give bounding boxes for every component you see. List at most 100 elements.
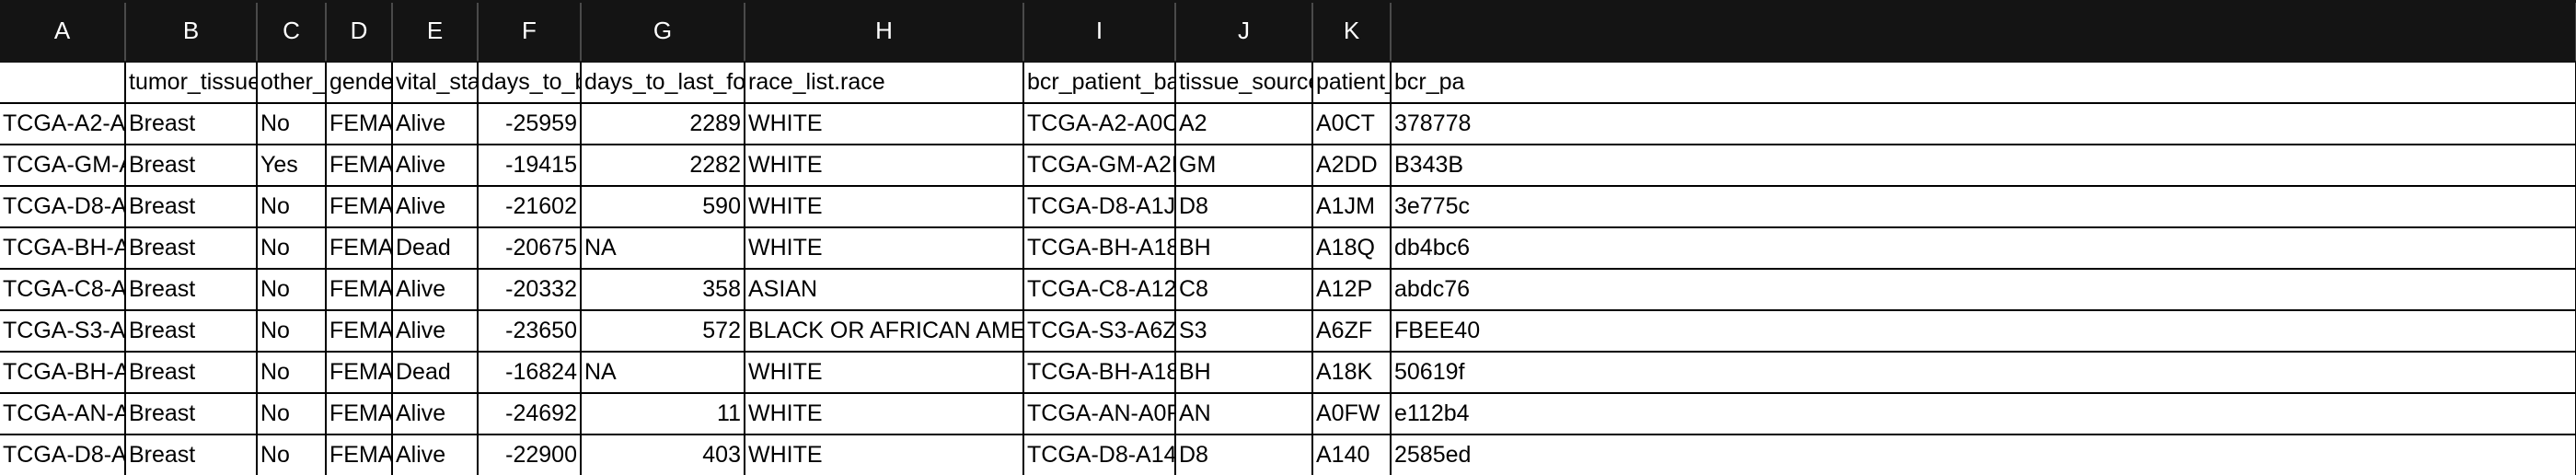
table-cell[interactable]: 590 — [581, 186, 745, 228]
table-cell[interactable]: Alive — [392, 186, 479, 228]
table-cell[interactable]: -23650 — [478, 310, 582, 353]
table-cell[interactable]: 2282 — [581, 145, 745, 187]
header-cell[interactable]: bcr_pa — [1391, 62, 2576, 104]
table-cell[interactable]: Dead — [392, 227, 479, 270]
column-header-c[interactable]: C — [257, 0, 327, 63]
table-cell[interactable]: A2DD — [1312, 145, 1392, 187]
table-cell[interactable]: TCGA-D8-A140 — [0, 434, 126, 475]
table-cell[interactable]: FEMALE — [326, 145, 393, 187]
table-cell[interactable]: FEMALE — [326, 269, 393, 311]
table-cell[interactable]: TCGA-GM-A2DD — [1023, 145, 1176, 187]
table-cell[interactable]: WHITE — [745, 145, 1024, 187]
table-cell[interactable]: TCGA-D8-A140 — [1023, 434, 1176, 475]
table-cell[interactable]: WHITE — [745, 352, 1024, 394]
table-cell[interactable]: No — [257, 352, 327, 394]
table-cell[interactable]: No — [257, 310, 327, 353]
table-cell[interactable]: TCGA-D8-A1JM — [1023, 186, 1176, 228]
table-cell[interactable]: db4bc6 — [1391, 227, 2576, 270]
table-cell[interactable]: BLACK OR AFRICAN AMERICAN — [745, 310, 1024, 353]
table-cell[interactable]: A140 — [1312, 434, 1392, 475]
table-cell[interactable]: TCGA-GM-A2DD — [0, 145, 126, 187]
table-cell[interactable]: No — [257, 269, 327, 311]
table-cell[interactable]: TCGA-C8-A12P — [1023, 269, 1176, 311]
table-cell[interactable]: WHITE — [745, 186, 1024, 228]
table-cell[interactable]: No — [257, 434, 327, 475]
table-cell[interactable]: TCGA-AN-A0FW — [1023, 393, 1176, 435]
table-cell[interactable]: No — [257, 186, 327, 228]
table-cell[interactable]: FEMALE — [326, 434, 393, 475]
table-cell[interactable]: A2 — [1175, 103, 1313, 145]
table-cell[interactable]: -22900 — [478, 434, 582, 475]
table-cell[interactable]: TCGA-C8-A12P — [0, 269, 126, 311]
table-cell[interactable]: GM — [1175, 145, 1313, 187]
table-cell[interactable]: A18K — [1312, 352, 1392, 394]
table-cell[interactable]: D8 — [1175, 434, 1313, 475]
table-cell[interactable]: Breast — [125, 393, 258, 435]
table-cell[interactable]: TCGA-BH-A18Q — [0, 227, 126, 270]
table-cell[interactable]: WHITE — [745, 434, 1024, 475]
header-cell[interactable]: other_dx — [257, 62, 327, 104]
header-cell[interactable]: race_list.race — [745, 62, 1024, 104]
header-cell[interactable]: patient_id — [1312, 62, 1392, 104]
table-cell[interactable]: No — [257, 103, 327, 145]
header-cell[interactable]: tumor_tissue_site — [125, 62, 258, 104]
table-cell[interactable]: FBEE40 — [1391, 310, 2576, 353]
column-header-i[interactable]: I — [1023, 0, 1176, 63]
table-cell[interactable]: S3 — [1175, 310, 1313, 353]
table-cell[interactable]: Alive — [392, 103, 479, 145]
table-cell[interactable]: AN — [1175, 393, 1313, 435]
column-header-b[interactable]: B — [125, 0, 258, 63]
table-cell[interactable]: FEMALE — [326, 103, 393, 145]
column-header-l[interactable] — [1391, 0, 2576, 63]
table-cell[interactable]: Breast — [125, 269, 258, 311]
table-cell[interactable]: 50619f — [1391, 352, 2576, 394]
table-cell[interactable]: C8 — [1175, 269, 1313, 311]
table-cell[interactable]: Alive — [392, 310, 479, 353]
table-cell[interactable]: 378778 — [1391, 103, 2576, 145]
table-cell[interactable]: -20332 — [478, 269, 582, 311]
table-cell[interactable]: No — [257, 227, 327, 270]
column-header-j[interactable]: J — [1175, 0, 1313, 63]
column-header-g[interactable]: G — [581, 0, 745, 63]
table-cell[interactable]: Breast — [125, 227, 258, 270]
table-cell[interactable]: NA — [581, 352, 745, 394]
table-cell[interactable]: Breast — [125, 145, 258, 187]
table-cell[interactable]: Breast — [125, 352, 258, 394]
table-cell[interactable]: 11 — [581, 393, 745, 435]
table-cell[interactable]: TCGA-BH-A18K — [1023, 352, 1176, 394]
table-cell[interactable]: A6ZF — [1312, 310, 1392, 353]
table-cell[interactable]: 358 — [581, 269, 745, 311]
column-header-d[interactable]: D — [326, 0, 393, 63]
table-cell[interactable]: TCGA-BH-A18K — [0, 352, 126, 394]
table-cell[interactable]: TCGA-A2-A0CT — [0, 103, 126, 145]
table-cell[interactable]: TCGA-AN-A0FW — [0, 393, 126, 435]
table-cell[interactable]: Breast — [125, 310, 258, 353]
table-cell[interactable]: A1JM — [1312, 186, 1392, 228]
table-cell[interactable]: TCGA-S3-A6ZF — [1023, 310, 1176, 353]
table-cell[interactable]: BH — [1175, 352, 1313, 394]
table-cell[interactable]: FEMALE — [326, 352, 393, 394]
table-cell[interactable]: A0FW — [1312, 393, 1392, 435]
column-header-k[interactable]: K — [1312, 0, 1392, 63]
table-cell[interactable]: -24692 — [478, 393, 582, 435]
table-cell[interactable]: Breast — [125, 103, 258, 145]
table-cell[interactable]: A12P — [1312, 269, 1392, 311]
column-header-a[interactable]: A — [0, 0, 126, 63]
table-cell[interactable]: 403 — [581, 434, 745, 475]
table-cell[interactable]: WHITE — [745, 393, 1024, 435]
table-cell[interactable]: TCGA-D8-A1JM — [0, 186, 126, 228]
table-cell[interactable]: ASIAN — [745, 269, 1024, 311]
header-cell[interactable]: tissue_source_site — [1175, 62, 1313, 104]
table-cell[interactable]: TCGA-A2-A0CT — [1023, 103, 1176, 145]
header-cell[interactable]: days_to_last_followup — [581, 62, 745, 104]
header-cell[interactable] — [0, 62, 126, 104]
table-cell[interactable]: Alive — [392, 393, 479, 435]
table-cell[interactable]: A18Q — [1312, 227, 1392, 270]
table-cell[interactable]: FEMALE — [326, 227, 393, 270]
table-cell[interactable]: WHITE — [745, 103, 1024, 145]
table-cell[interactable]: -19415 — [478, 145, 582, 187]
table-cell[interactable]: D8 — [1175, 186, 1313, 228]
table-cell[interactable]: FEMALE — [326, 393, 393, 435]
table-cell[interactable]: -25959 — [478, 103, 582, 145]
table-cell[interactable]: FEMALE — [326, 310, 393, 353]
